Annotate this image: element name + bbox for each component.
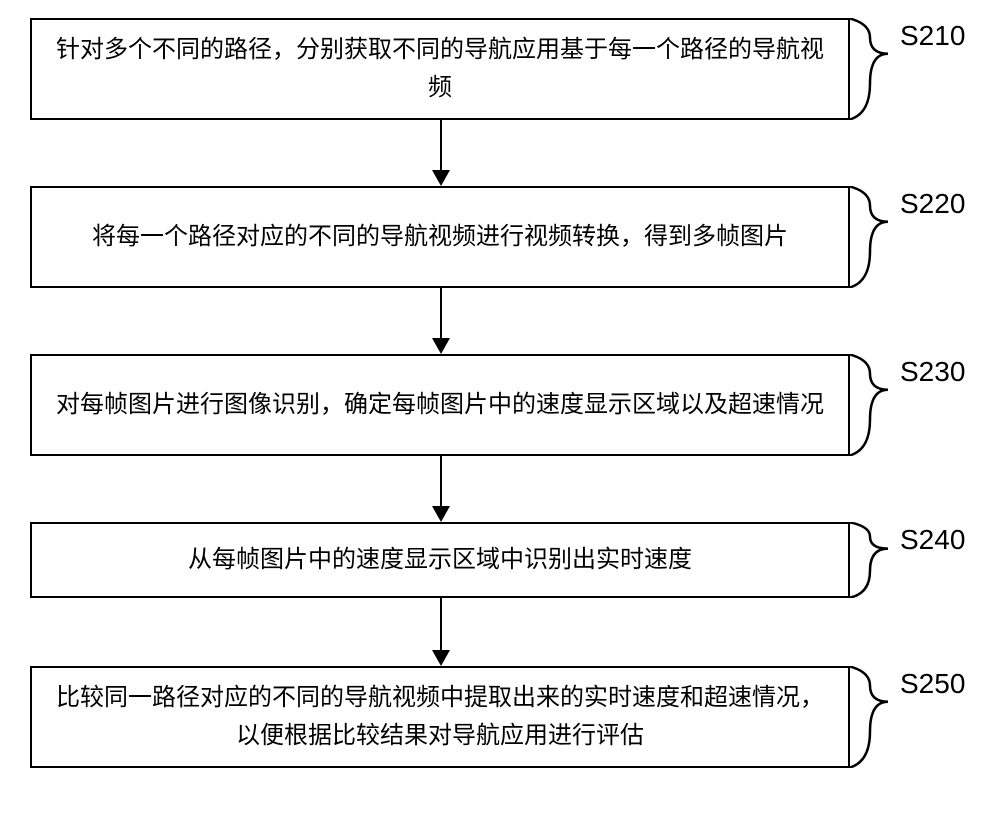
step-text: 针对多个不同的路径，分别获取不同的导航应用基于每一个路径的导航视频 bbox=[52, 31, 828, 108]
flow-step-s230: 对每帧图片进行图像识别，确定每帧图片中的速度显示区域以及超速情况 bbox=[30, 354, 850, 456]
flow-step-s210: 针对多个不同的路径，分别获取不同的导航应用基于每一个路径的导航视频 bbox=[30, 18, 850, 120]
arrow-head-4 bbox=[432, 650, 450, 666]
arrow-line-2 bbox=[440, 288, 442, 338]
step-label-s240: S240 bbox=[900, 524, 965, 556]
arrow-line-3 bbox=[440, 456, 442, 506]
flowchart-canvas: 针对多个不同的路径，分别获取不同的导航应用基于每一个路径的导航视频 S210 将每一… bbox=[0, 0, 1000, 813]
flow-step-s220: 将每一个路径对应的不同的导航视频进行视频转换，得到多帧图片 bbox=[30, 186, 850, 288]
step-text: 比较同一路径对应的不同的导航视频中提取出来的实时速度和超速情况，以便根据比较结果… bbox=[52, 679, 828, 756]
step-label-s230: S230 bbox=[900, 356, 965, 388]
arrow-head-1 bbox=[432, 170, 450, 186]
step-text: 从每帧图片中的速度显示区域中识别出实时速度 bbox=[188, 541, 692, 579]
step-text: 将每一个路径对应的不同的导航视频进行视频转换，得到多帧图片 bbox=[92, 218, 788, 256]
step-text: 对每帧图片进行图像识别，确定每帧图片中的速度显示区域以及超速情况 bbox=[56, 386, 824, 424]
arrow-head-2 bbox=[432, 338, 450, 354]
step-label-s250: S250 bbox=[900, 668, 965, 700]
step-label-s210: S210 bbox=[900, 20, 965, 52]
flow-step-s240: 从每帧图片中的速度显示区域中识别出实时速度 bbox=[30, 522, 850, 598]
step-label-s220: S220 bbox=[900, 188, 965, 220]
arrow-line-1 bbox=[440, 120, 442, 170]
arrow-line-4 bbox=[440, 598, 442, 650]
arrow-head-3 bbox=[432, 506, 450, 522]
flow-step-s250: 比较同一路径对应的不同的导航视频中提取出来的实时速度和超速情况，以便根据比较结果… bbox=[30, 666, 850, 768]
